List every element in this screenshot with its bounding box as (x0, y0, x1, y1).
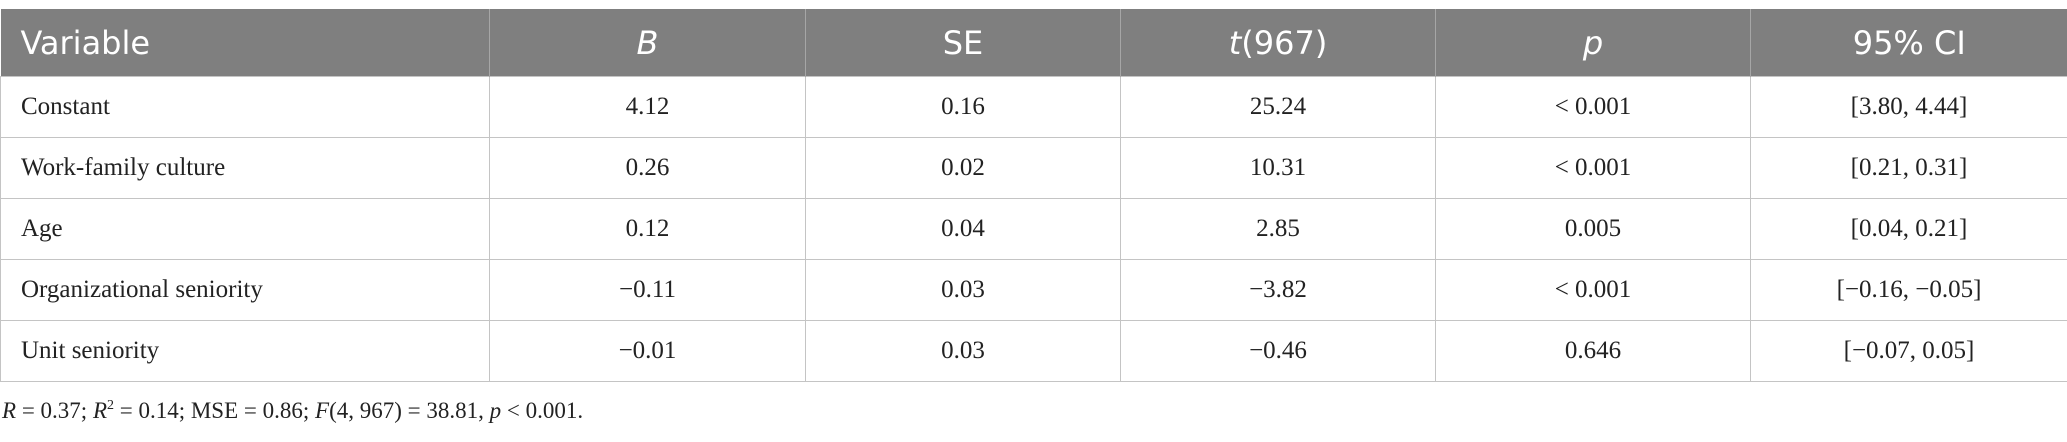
header-cell: B (489, 9, 806, 77)
table-row: Age 0.12 0.04 2.85 0.005 [0.04, 0.21] (0, 198, 2067, 260)
footnote-text: < 0.001. (501, 398, 584, 423)
header-text: (967) (1241, 23, 1328, 62)
table-cell: −0.01 (489, 320, 806, 382)
table-row: Constant 4.12 0.16 25.24 < 0.001 [3.80, 4.44] (0, 76, 2067, 138)
header-cell: p (1435, 9, 1751, 77)
table-cell: < 0.001 (1435, 137, 1751, 199)
table-cell: Organizational seniority (0, 259, 490, 321)
footnote-text: F (315, 398, 330, 423)
header-cell: t(967) (1120, 9, 1436, 77)
footnote-text: 2 (107, 398, 114, 413)
table-cell: Work-family culture (0, 137, 490, 199)
table-cell: [0.21, 0.31] (1750, 137, 2067, 199)
table-cell: Age (0, 198, 490, 260)
table-cell: 0.03 (805, 259, 1121, 321)
table-cell: −0.11 (489, 259, 806, 321)
footnote-text: = 0.14; MSE = 0.86; (114, 398, 316, 423)
table-cell: 25.24 (1120, 76, 1436, 138)
footnote-text: (4, 967) = 38.81, (329, 398, 490, 423)
table-cell: [−0.16, −0.05] (1750, 259, 2067, 321)
regression-table: Variable B SE t(967) p 95% CI Constant 4.… (0, 9, 2067, 382)
footnote-text: p (489, 398, 502, 423)
table-cell: −0.46 (1120, 320, 1436, 382)
table-cell: −3.82 (1120, 259, 1436, 321)
header-cell: Variable (0, 9, 490, 77)
table-cell: Unit seniority (0, 320, 490, 382)
table-cell: Constant (0, 76, 490, 138)
footnote: R = 0.37; R2 = 0.14; MSE = 0.86; F(4, 96… (2, 398, 583, 424)
table-cell: 0.005 (1435, 198, 1751, 260)
header-cell: 95% CI (1750, 9, 2067, 77)
footnote-text: R (2, 398, 17, 423)
table-cell: < 0.001 (1435, 259, 1751, 321)
table-cell: < 0.001 (1435, 76, 1751, 138)
table-cell: [−0.07, 0.05] (1750, 320, 2067, 382)
table-body: Constant 4.12 0.16 25.24 < 0.001 [3.80, 4.44]… (0, 76, 2067, 382)
table-cell: 0.04 (805, 198, 1121, 260)
table-row: Organizational seniority −0.11 0.03 −3.82 < … (0, 259, 2067, 321)
table-cell: [0.04, 0.21] (1750, 198, 2067, 260)
table-cell: 2.85 (1120, 198, 1436, 260)
table-cell: 4.12 (489, 76, 806, 138)
table-cell: [3.80, 4.44] (1750, 76, 2067, 138)
header-row: Variable B SE t(967) p 95% CI (0, 9, 2067, 77)
table-cell: 10.31 (1120, 137, 1436, 199)
table-cell: 0.03 (805, 320, 1121, 382)
header-text: t (1228, 23, 1242, 62)
table-row: Work-family culture 0.26 0.02 10.31 < 0.001[… (0, 137, 2067, 199)
table-cell: 0.12 (489, 198, 806, 260)
header-cell: SE (805, 9, 1121, 77)
table-cell: 0.646 (1435, 320, 1751, 382)
table-cell: 0.26 (489, 137, 806, 199)
table-cell: 0.02 (805, 137, 1121, 199)
table-cell: 0.16 (805, 76, 1121, 138)
footnote-text: R (92, 398, 107, 423)
table-row: Unit seniority −0.01 0.03 −0.46 0.646 [−0.07,… (0, 320, 2067, 382)
footnote-text: = 0.37; (16, 398, 93, 423)
